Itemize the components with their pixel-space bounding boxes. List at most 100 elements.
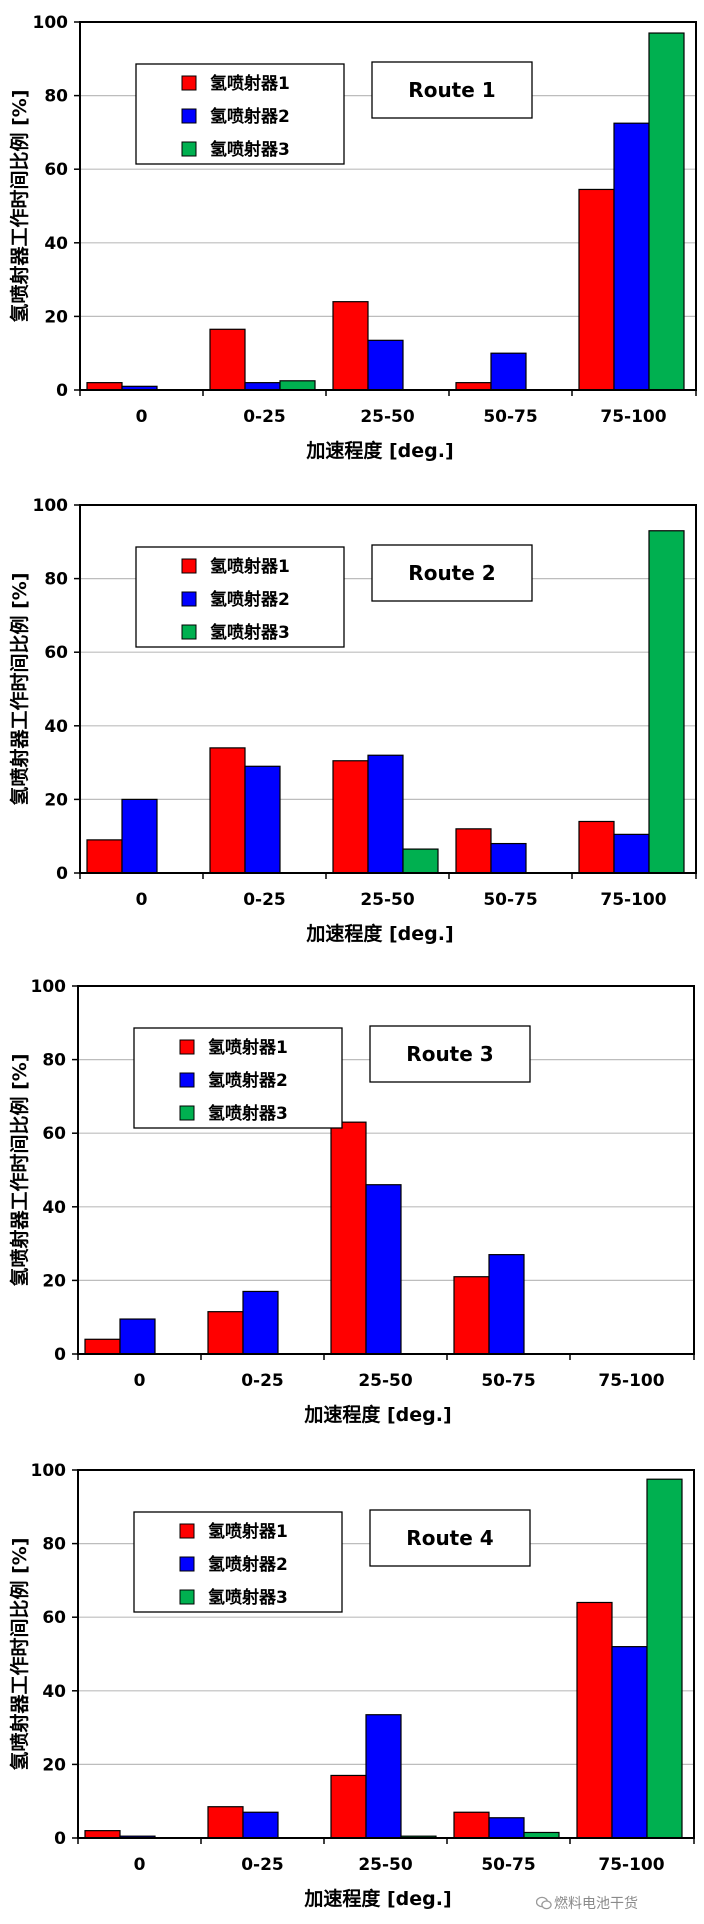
bar-1-3 <box>455 382 492 391</box>
y-tick-label: 20 <box>42 1755 66 1775</box>
legend-label-3: 氢喷射器3 <box>210 139 290 160</box>
bar-2-4 <box>611 1646 648 1839</box>
route-title-box <box>371 544 533 602</box>
bar-2-0 <box>121 798 158 874</box>
bar-2-1 <box>242 1290 279 1355</box>
chart-panel-3: 0 20 40 60 80 100 0 0-25 25-50 50-75 75-100 氢喷射器1 氢喷… <box>8 977 695 1426</box>
y-tick-label: 0 <box>56 381 68 401</box>
plot-frame <box>79 21 697 391</box>
bar-2-0 <box>119 1318 156 1355</box>
y-axis-label: 氢喷射器工作时间比例 [%] <box>8 89 31 322</box>
x-axis-label: 加速程度 [deg.] <box>305 922 453 945</box>
y-tick-label: 20 <box>44 307 68 327</box>
y-tick-label: 100 <box>31 977 67 997</box>
legend-swatch-3 <box>181 624 197 640</box>
bar-2-3 <box>488 1817 525 1839</box>
y-tick-label: 40 <box>42 1198 66 1218</box>
y-tick-label: 40 <box>42 1682 66 1702</box>
legend-swatch-1 <box>179 1039 195 1055</box>
bar-2-1 <box>242 1811 279 1839</box>
chart-title: Route 1 <box>408 78 495 102</box>
legend-label-3: 氢喷射器3 <box>210 622 290 643</box>
legend-box <box>135 546 345 648</box>
bar-1-2 <box>332 301 369 391</box>
bar-2-4 <box>613 122 650 391</box>
bar-1-2 <box>332 760 369 874</box>
y-tick-label: 60 <box>44 643 68 663</box>
y-tick-label: 60 <box>42 1608 66 1628</box>
x-tick-label: 25-50 <box>360 890 415 910</box>
bar-1-3 <box>453 1811 490 1839</box>
x-tick-label: 50-75 <box>481 1371 535 1391</box>
legend-box <box>135 63 345 165</box>
bar-2-1 <box>244 765 281 874</box>
bar-2-2 <box>367 754 404 874</box>
legend-swatch-1 <box>179 1523 195 1539</box>
plot-frame <box>77 1469 695 1839</box>
bar-3-4 <box>646 1478 683 1839</box>
x-tick-label: 0-25 <box>241 1371 284 1391</box>
bar-1-2 <box>330 1774 367 1839</box>
legend-swatch-1 <box>181 558 197 574</box>
bar-3-1 <box>279 380 316 391</box>
route-title-box <box>371 61 533 119</box>
y-tick-label: 80 <box>44 570 68 590</box>
bar-1-3 <box>453 1276 490 1355</box>
chart-panel-1: 0 20 40 60 80 100 0 0-25 25-50 50-75 75-100 氢喷射器1 氢喷… <box>8 13 697 462</box>
legend-swatch-1 <box>181 75 197 91</box>
legend-label-1: 氢喷射器1 <box>208 1521 288 1542</box>
chart-title: Route 3 <box>406 1042 493 1066</box>
x-axis-label: 加速程度 [deg.] <box>303 1887 451 1910</box>
bar-1-1 <box>209 328 246 391</box>
y-tick-label: 100 <box>33 496 69 516</box>
x-tick-label: 75-100 <box>598 1855 664 1875</box>
chart-panel-2: 0 20 40 60 80 100 0 0-25 25-50 50-75 75-100 氢喷射器1 氢喷… <box>8 496 697 945</box>
legend-swatch-2 <box>179 1556 195 1572</box>
x-tick-label: 0-25 <box>243 407 286 427</box>
legend-swatch-3 <box>181 141 197 157</box>
bar-1-2 <box>330 1121 367 1355</box>
y-tick-label: 100 <box>31 1461 67 1481</box>
chart-title: Route 4 <box>406 1526 493 1550</box>
y-axis-label: 氢喷射器工作时间比例 [%] <box>8 1053 31 1286</box>
legend-label-2: 氢喷射器2 <box>210 106 290 127</box>
y-tick-label: 60 <box>44 160 68 180</box>
y-tick-label: 40 <box>44 717 68 737</box>
bar-1-0 <box>86 839 123 874</box>
x-tick-label: 75-100 <box>600 890 666 910</box>
bar-2-3 <box>490 842 527 874</box>
plot-frame <box>79 504 697 874</box>
bar-2-1 <box>244 382 281 391</box>
x-tick-label: 0-25 <box>241 1855 284 1875</box>
y-tick-label: 80 <box>44 87 68 107</box>
bar-2-2 <box>365 1714 402 1839</box>
route-title-box <box>369 1509 531 1567</box>
y-tick-label: 100 <box>33 13 69 33</box>
x-tick-label: 0 <box>134 1855 146 1875</box>
y-tick-label: 60 <box>42 1124 66 1144</box>
chart-title: Route 2 <box>408 561 495 585</box>
legend-box <box>133 1511 343 1613</box>
legend-swatch-3 <box>179 1589 195 1605</box>
legend-label-2: 氢喷射器2 <box>208 1070 288 1091</box>
bar-1-1 <box>207 1311 244 1355</box>
y-tick-label: 80 <box>42 1051 66 1071</box>
bar-1-4 <box>578 820 615 874</box>
route-title-box <box>369 1025 531 1083</box>
x-tick-label: 50-75 <box>483 407 537 427</box>
bar-1-1 <box>209 747 246 874</box>
x-tick-label: 25-50 <box>358 1855 413 1875</box>
bar-2-2 <box>365 1184 402 1355</box>
y-tick-label: 40 <box>44 234 68 254</box>
legend-label-3: 氢喷射器3 <box>208 1103 288 1124</box>
x-tick-label: 25-50 <box>358 1371 413 1391</box>
bar-3-2 <box>402 848 439 874</box>
x-tick-label: 75-100 <box>600 407 666 427</box>
x-tick-label: 75-100 <box>598 1371 664 1391</box>
y-tick-label: 0 <box>56 864 68 884</box>
x-tick-label: 25-50 <box>360 407 415 427</box>
y-tick-label: 0 <box>54 1829 66 1849</box>
x-axis-label: 加速程度 [deg.] <box>305 439 453 462</box>
bar-2-3 <box>488 1254 525 1355</box>
bar-2-4 <box>613 833 650 874</box>
